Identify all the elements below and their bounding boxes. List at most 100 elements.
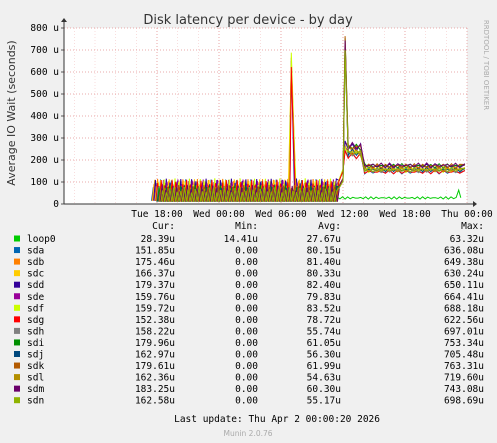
legend-cur-sde: 159.76u bbox=[135, 292, 175, 303]
legend-max-sdg: 622.56u bbox=[444, 315, 484, 326]
legend-swatch-sdh bbox=[14, 327, 20, 334]
legend-swatch-sdc bbox=[14, 270, 20, 277]
legend-label-sdn: sdn bbox=[27, 396, 44, 407]
legend-avg-sdd: 82.40u bbox=[307, 280, 341, 291]
legend-avg-sdc: 80.33u bbox=[307, 269, 341, 280]
series-line-sdn bbox=[160, 50, 465, 202]
legend-swatch-loop0 bbox=[14, 235, 20, 242]
legend-max-sda: 636.08u bbox=[444, 246, 484, 257]
legend-avg-sda: 80.15u bbox=[307, 246, 341, 257]
legend-max-sdh: 697.01u bbox=[444, 326, 484, 337]
legend-label-sdl: sdl bbox=[27, 373, 44, 384]
legend-swatch-sdk bbox=[14, 362, 20, 369]
legend-min-sdn: 0.00 bbox=[235, 396, 258, 407]
last-update-text: Last update: Thu Apr 2 00:00:20 2026 bbox=[174, 414, 380, 425]
x-tick-label: Wed 00:00 bbox=[193, 209, 245, 220]
legend-avg-sdg: 78.72u bbox=[307, 315, 341, 326]
y-axis-label: Average IO Wait (seconds) bbox=[5, 40, 18, 185]
legend-max-sdc: 630.24u bbox=[444, 269, 484, 280]
y-tick-label: 700 u bbox=[30, 45, 59, 56]
legend-max-sde: 664.41u bbox=[444, 292, 484, 303]
legend-cur-sdi: 179.96u bbox=[135, 338, 175, 349]
legend-min-sdg: 0.00 bbox=[235, 315, 258, 326]
legend-avg-sdn: 55.17u bbox=[307, 396, 341, 407]
legend-max-sdi: 753.34u bbox=[444, 338, 484, 349]
legend-label-sdi: sdi bbox=[27, 338, 44, 349]
legend-label-loop0: loop0 bbox=[27, 234, 56, 245]
legend-label-sdm: sdm bbox=[27, 384, 44, 395]
legend-cur-sdn: 162.58u bbox=[135, 396, 175, 407]
legend-avg-sdb: 81.40u bbox=[307, 257, 341, 268]
legend-swatch-sdf bbox=[14, 304, 20, 311]
legend-avg-sdk: 61.99u bbox=[307, 361, 341, 372]
y-tick-label: 300 u bbox=[30, 133, 59, 144]
x-tick-label: Thu 00:00 bbox=[441, 209, 493, 220]
legend-min-sdi: 0.00 bbox=[235, 338, 258, 349]
legend-label-sdh: sdh bbox=[27, 326, 44, 337]
legend-cur-sdj: 162.97u bbox=[135, 350, 175, 361]
y-tick-label: 100 u bbox=[30, 177, 59, 188]
legend-max-sdn: 698.69u bbox=[444, 396, 484, 407]
x-tick-label: Tue 18:00 bbox=[131, 209, 183, 220]
legend-min-sdf: 0.00 bbox=[235, 303, 258, 314]
y-tick-label: 800 u bbox=[30, 23, 59, 34]
legend-swatch-sde bbox=[14, 293, 20, 300]
legend-label-sdj: sdj bbox=[27, 350, 44, 361]
legend-swatch-sdb bbox=[14, 258, 20, 265]
legend-label-sdf: sdf bbox=[27, 303, 44, 314]
y-tick-label: 0 bbox=[53, 199, 59, 210]
legend-max-sdm: 743.08u bbox=[444, 384, 484, 395]
legend-header-max: Max: bbox=[461, 221, 484, 232]
x-tick-label: Wed 18:00 bbox=[379, 209, 431, 220]
legend-cur-sdb: 175.46u bbox=[135, 257, 175, 268]
legend-max-sdb: 649.38u bbox=[444, 257, 484, 268]
legend-label-sde: sde bbox=[27, 292, 44, 303]
legend-cur-sda: 151.85u bbox=[135, 246, 175, 257]
legend-cur-loop0: 28.39u bbox=[141, 234, 175, 245]
y-tick-label: 600 u bbox=[30, 67, 59, 78]
legend-min-sde: 0.00 bbox=[235, 292, 258, 303]
legend-cur-sdg: 152.38u bbox=[135, 315, 175, 326]
legend-avg-sdm: 60.30u bbox=[307, 384, 341, 395]
legend-avg-sde: 79.83u bbox=[307, 292, 341, 303]
legend-min-sdl: 0.00 bbox=[235, 373, 258, 384]
legend-max-sdf: 688.18u bbox=[444, 303, 484, 314]
legend-max-sdl: 719.60u bbox=[444, 373, 484, 384]
legend-swatch-sdn bbox=[14, 397, 20, 404]
legend-avg-sdh: 55.74u bbox=[307, 326, 341, 337]
legend-label-sdd: sdd bbox=[27, 280, 44, 291]
legend-cur-sdh: 158.22u bbox=[135, 326, 175, 337]
y-tick-label: 200 u bbox=[30, 155, 59, 166]
legend-min-sdm: 0.00 bbox=[235, 384, 258, 395]
legend-cur-sdf: 159.72u bbox=[135, 303, 175, 314]
legend-cur-sdm: 183.25u bbox=[135, 384, 175, 395]
x-tick-label: Wed 12:00 bbox=[317, 209, 369, 220]
y-tick-label: 400 u bbox=[30, 111, 59, 122]
legend-min-sdd: 0.00 bbox=[235, 280, 258, 291]
legend-min-sdb: 0.00 bbox=[235, 257, 258, 268]
legend-cur-sdd: 179.37u bbox=[135, 280, 175, 291]
legend-cur-sdk: 179.61u bbox=[135, 361, 175, 372]
legend-label-sdb: sdb bbox=[27, 257, 44, 268]
munin-version: Munin 2.0.76 bbox=[223, 429, 272, 438]
legend-max-loop0: 63.32u bbox=[450, 234, 484, 245]
y-axis-arrow bbox=[61, 18, 67, 22]
legend-max-sdd: 650.11u bbox=[444, 280, 484, 291]
legend-swatch-sdg bbox=[14, 316, 20, 323]
legend-avg-loop0: 27.67u bbox=[307, 234, 341, 245]
legend-avg-sdj: 56.30u bbox=[307, 350, 341, 361]
legend-min-sda: 0.00 bbox=[235, 246, 258, 257]
legend-label-sdg: sdg bbox=[27, 315, 44, 326]
legend-label-sdc: sdc bbox=[27, 269, 44, 280]
legend-min-sdk: 0.00 bbox=[235, 361, 258, 372]
legend-avg-sdl: 54.63u bbox=[307, 373, 341, 384]
legend-max-sdk: 763.31u bbox=[444, 361, 484, 372]
legend-label-sda: sda bbox=[27, 246, 44, 257]
legend-min-sdj: 0.00 bbox=[235, 350, 258, 361]
legend-avg-sdi: 61.05u bbox=[307, 338, 341, 349]
legend-cur-sdl: 162.36u bbox=[135, 373, 175, 384]
rrdtool-credit: RRDTOOL / TOBI OETIKER bbox=[482, 20, 490, 110]
y-tick-label: 500 u bbox=[30, 89, 59, 100]
legend-header-avg: Avg: bbox=[318, 221, 341, 232]
